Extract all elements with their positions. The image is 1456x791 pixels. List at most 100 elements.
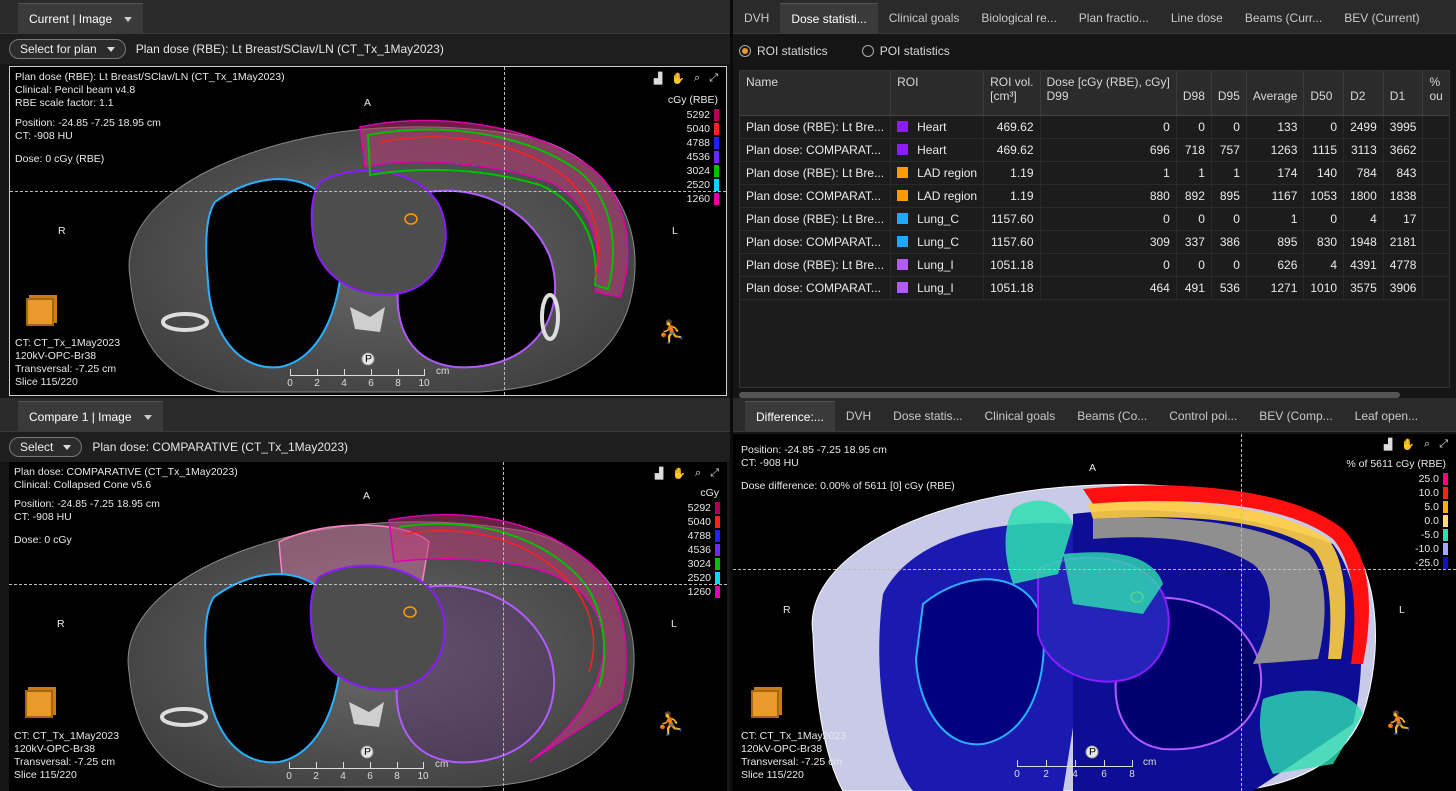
tab-beams[interactable]: Beams (Curr...	[1244, 11, 1323, 25]
histogram-icon[interactable]: ▟	[653, 73, 663, 85]
d99-label: D99	[1046, 89, 1069, 103]
current-position: Position: -24.85 -7.25 18.95 cm CT: -908…	[15, 117, 161, 143]
column-header-average[interactable]: Average	[1246, 71, 1305, 116]
patient-figure-icon[interactable]: ⛹	[658, 319, 686, 344]
tab-beams[interactable]: Beams (Co...	[1077, 409, 1148, 423]
tab-biological[interactable]: Biological re...	[981, 11, 1057, 25]
poi-statistics-radio[interactable]: POI statistics	[861, 44, 950, 58]
legend-value: 2520	[687, 572, 711, 584]
tab-dose-statistics[interactable]: Dose statis...	[893, 409, 963, 423]
tab-plan-fractions[interactable]: Plan fractio...	[1078, 11, 1149, 25]
tab-bev[interactable]: BEV (Current)	[1344, 11, 1420, 25]
scale-bar	[289, 768, 424, 769]
histogram-icon[interactable]: ▟	[1383, 439, 1393, 451]
zoom-icon[interactable]: ⌕	[695, 467, 702, 479]
crosshair-vertical[interactable]	[503, 462, 504, 791]
current-viewport[interactable]: Plan dose (RBE): Lt Breast/SClav/LN (CT_…	[9, 66, 727, 396]
roi-statistics-radio[interactable]: ROI statistics	[739, 44, 828, 58]
crosshair-horizontal[interactable]	[9, 584, 727, 585]
tab-dvh[interactable]: DVH	[845, 409, 872, 423]
roi-name: LAD region	[917, 165, 978, 180]
scale-tick-label: 4	[341, 378, 347, 389]
crosshair-horizontal[interactable]	[10, 191, 726, 192]
tab-clinical-goals[interactable]: Clinical goals	[888, 11, 960, 25]
legend-swatch	[714, 193, 719, 205]
roi-name: Heart	[917, 119, 947, 134]
zoom-icon[interactable]: ⌕	[1424, 438, 1431, 450]
pan-hand-icon[interactable]: ✋	[671, 73, 686, 85]
fullscreen-icon[interactable]: ⤢	[710, 467, 719, 479]
legend-entry: 5292	[649, 108, 719, 122]
column-header-d50[interactable]: D50	[1303, 71, 1345, 116]
crosshair-horizontal[interactable]	[733, 569, 1456, 570]
column-header-percent[interactable]: % ou	[1422, 71, 1449, 116]
table-row[interactable]: Plan dose: COMPARAT... Lung_C 1157.60 309 33…	[740, 230, 1449, 254]
compare-image-pane: Compare 1 | Image Select Plan dose: COMP…	[0, 398, 730, 791]
tab-leaf-openings[interactable]: Leaf open...	[1354, 409, 1419, 423]
pan-hand-icon[interactable]: ✋	[1401, 439, 1416, 451]
tab-line-dose[interactable]: Line dose	[1170, 11, 1223, 25]
tab-dvh[interactable]: DVH	[744, 11, 770, 25]
algorithm-info-line: Clinical: Collapsed Cone v5.6	[14, 479, 152, 491]
cell-d98: 0	[1176, 115, 1212, 139]
cell-d95: 536	[1211, 276, 1247, 300]
column-header-d1[interactable]: D1	[1383, 71, 1424, 116]
table-row[interactable]: Plan dose (RBE): Lt Bre... Lung_C 1157.60 0…	[740, 207, 1449, 231]
tab-difference[interactable]: Difference:...	[745, 401, 835, 431]
cell-d98: 0	[1176, 253, 1212, 277]
tab-control-points[interactable]: Control poi...	[1169, 409, 1238, 423]
slice-index: Slice 115/220	[741, 769, 804, 781]
table-row[interactable]: Plan dose (RBE): Lt Bre... Heart 469.62 0 0 0…	[740, 115, 1449, 139]
tab-compare-image[interactable]: Compare 1 | Image	[18, 401, 163, 431]
legend-value: -5.0	[1420, 529, 1439, 541]
table-row[interactable]: Plan dose: COMPARAT... Heart 469.62 696 718 7…	[740, 138, 1449, 162]
table-row[interactable]: Plan dose: COMPARAT... Lung_I 1051.18 464 49…	[740, 276, 1449, 300]
difference-viewport[interactable]: Position: -24.85 -7.25 18.95 cm CT: -908…	[733, 434, 1456, 791]
tab-bev[interactable]: BEV (Comp...	[1259, 409, 1333, 423]
cell-d98: 491	[1176, 276, 1212, 300]
select-for-plan-button[interactable]: Select for plan	[9, 39, 126, 59]
table-row[interactable]: Plan dose (RBE): Lt Bre... LAD region 1.19…	[740, 161, 1449, 185]
crosshair-vertical[interactable]	[504, 67, 505, 395]
legend-value: 1260	[686, 193, 710, 205]
orientation-right: R	[58, 225, 66, 237]
scale-tick-label: 0	[287, 378, 293, 389]
column-header-d2[interactable]: D2	[1343, 71, 1384, 116]
compare-viewport[interactable]: Plan dose: COMPARATIVE (CT_Tx_1May2023) …	[9, 462, 727, 791]
roi-color-swatch	[897, 189, 909, 201]
column-header-volume[interactable]: ROI vol. [cm³]	[983, 71, 1041, 116]
crosshair-vertical[interactable]	[1241, 434, 1242, 791]
fullscreen-icon[interactable]: ⤢	[709, 72, 718, 84]
tab-current-image[interactable]: Current | Image	[18, 3, 144, 33]
cell-d99: 1	[1040, 161, 1177, 185]
tab-clinical-goals[interactable]: Clinical goals	[984, 409, 1056, 423]
patient-figure-icon[interactable]: ⛹	[1385, 710, 1413, 735]
horizontal-scrollbar[interactable]	[739, 392, 1400, 398]
transversal-position: Transversal: -7.25 cm	[15, 363, 117, 375]
orientation-cube-icon[interactable]	[26, 298, 54, 326]
select-button[interactable]: Select	[9, 437, 83, 457]
dose-statistics-table-container: Name ROI ROI vol. [cm³] Dose [cGy (RBE),…	[739, 70, 1450, 388]
cell-avg: 895	[1246, 230, 1305, 254]
position-readout: Position: -24.85 -7.25 18.95 cm	[741, 444, 887, 456]
view-toolbar: ▟ ✋ ⌕ ⤢	[654, 72, 718, 85]
patient-figure-icon[interactable]: ⛹	[657, 711, 685, 736]
zoom-icon[interactable]: ⌕	[694, 72, 701, 84]
column-header-d99[interactable]: Dose [cGy (RBE), cGy] D99	[1040, 71, 1177, 116]
column-header-d98[interactable]: D98	[1176, 71, 1212, 116]
legend-value: 5040	[687, 516, 711, 528]
column-header-roi[interactable]: ROI	[890, 71, 985, 116]
slice-index: Slice 115/220	[14, 769, 77, 781]
table-row[interactable]: Plan dose: COMPARAT... LAD region 1.19 880 8…	[740, 184, 1449, 208]
pan-hand-icon[interactable]: ✋	[672, 468, 687, 480]
legend-swatch	[1443, 529, 1448, 541]
tab-dose-statistics[interactable]: Dose statisti...	[780, 3, 878, 33]
fullscreen-icon[interactable]: ⤢	[1439, 438, 1448, 450]
histogram-icon[interactable]: ▟	[654, 468, 664, 480]
orientation-cube-icon[interactable]	[25, 690, 53, 718]
column-header-d95[interactable]: D95	[1211, 71, 1247, 116]
roi-name: Lung_C	[917, 211, 960, 226]
orientation-cube-icon[interactable]	[751, 690, 779, 718]
column-header-name[interactable]: Name	[740, 71, 892, 116]
table-row[interactable]: Plan dose (RBE): Lt Bre... Lung_I 1051.18 0…	[740, 253, 1449, 277]
